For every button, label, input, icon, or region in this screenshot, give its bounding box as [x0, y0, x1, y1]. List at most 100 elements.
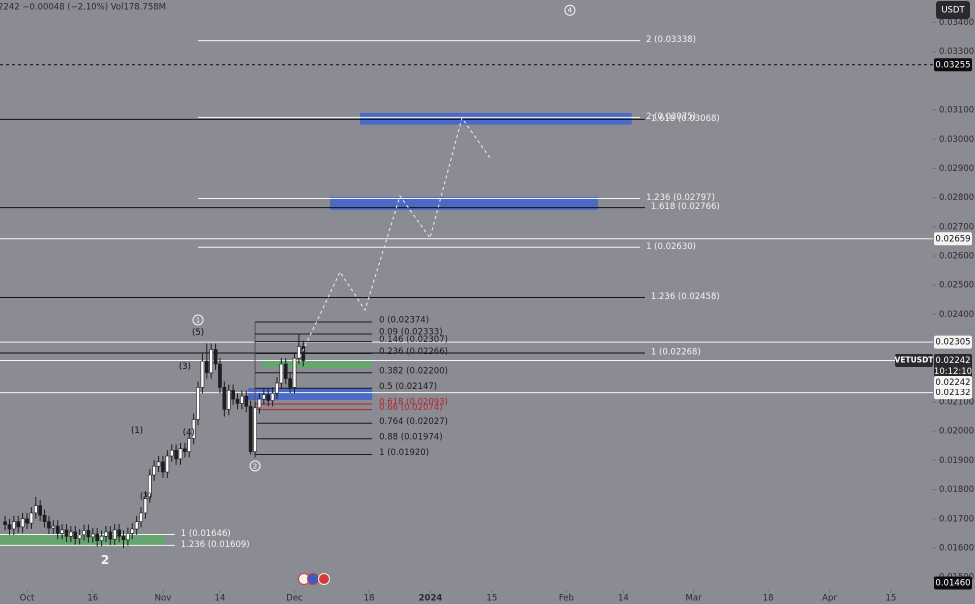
y-tick-label: 0.02700 — [939, 222, 974, 232]
candle-body — [7, 524, 12, 530]
zone — [262, 359, 373, 369]
candle-body — [191, 419, 196, 439]
candle-body — [64, 529, 69, 537]
wave-label: 2 — [253, 462, 257, 470]
last-price-badge-light — [934, 376, 972, 390]
price-badge — [934, 335, 972, 349]
candle-body — [29, 512, 34, 524]
header-legend: 2242 −0.00048 (−2.10%) Vol178.758M — [0, 3, 166, 13]
wave-label: 2 — [101, 553, 109, 567]
event-icon — [307, 573, 319, 585]
currency-label: USDT — [941, 6, 965, 16]
level-label: 1 (0.02630) — [646, 242, 696, 252]
candle-body — [218, 363, 222, 388]
x-tick-label: 2024 — [419, 594, 443, 604]
candle-body — [42, 514, 47, 522]
x-tick-label: Oct — [20, 594, 35, 604]
last-price-label-light: 0.02242 — [935, 378, 970, 388]
candle-body — [196, 387, 200, 420]
candle-body — [275, 382, 279, 394]
candle-body — [126, 533, 130, 541]
symbol-label: VETUSDT — [895, 356, 935, 365]
wave-circle — [249, 460, 261, 472]
x-tick-label: Dec — [286, 594, 303, 604]
level-label: 1 (0.02268) — [651, 347, 701, 357]
level-label: 1.236 (0.02797) — [646, 193, 715, 203]
candle-body — [213, 349, 218, 365]
zone — [359, 112, 632, 125]
candle-body — [16, 521, 21, 528]
candle-body — [69, 531, 73, 537]
x-tick-label: Feb — [559, 594, 574, 604]
level-label: 1.236 (0.01609) — [181, 540, 250, 550]
candle-body — [165, 455, 170, 473]
candle-body — [38, 505, 43, 516]
candle-body — [55, 525, 60, 534]
candle-body — [226, 390, 231, 410]
candle-body — [60, 529, 64, 534]
x-tick-label: 18 — [364, 594, 375, 604]
price-badge-label: 0.02132 — [935, 388, 970, 398]
fib-label: 0.618 (0.02093) — [379, 398, 448, 408]
candle-body — [244, 395, 249, 407]
y-tick-label: 0.03300 — [939, 47, 974, 57]
level-label: 2 (0.03338) — [646, 35, 696, 45]
candle-body — [178, 448, 183, 460]
candle-body — [12, 521, 16, 530]
price-badge-label: 0.01460 — [935, 579, 970, 589]
candle-body — [266, 394, 271, 401]
last-price-badge — [934, 354, 972, 379]
candle-body — [187, 438, 192, 452]
candle-body — [156, 461, 161, 467]
y-tick-label: 0.02900 — [939, 164, 974, 174]
candle-body — [73, 531, 78, 539]
wave-label: 1 — [196, 316, 200, 324]
fib-label: 0.5 (0.02147) — [379, 382, 437, 392]
candle-body — [143, 496, 148, 514]
fib-label: 0.146 (0.02307) — [379, 335, 448, 345]
x-tick-label: Nov — [155, 594, 172, 604]
x-tick-label: 14 — [618, 594, 629, 604]
candle-body — [139, 512, 143, 522]
candle-body — [99, 535, 104, 541]
fib-label: 0.382 (0.02200) — [379, 366, 448, 376]
wave-label: (1) — [131, 426, 143, 436]
candle-body — [235, 398, 240, 404]
zone — [248, 387, 373, 400]
y-tick-label: 0.02500 — [939, 281, 974, 291]
candle-body — [117, 529, 121, 537]
candle-body — [134, 521, 139, 530]
price-badge — [934, 58, 972, 72]
candle-body — [95, 533, 100, 541]
x-tick-label: 14 — [215, 594, 226, 604]
wave-circle — [192, 314, 204, 326]
price-badge-label: 0.03255 — [935, 60, 970, 70]
y-tick-label: 0.02100 — [939, 397, 974, 407]
candle-body — [253, 407, 257, 452]
candle-body — [209, 349, 214, 374]
wave-circle — [564, 4, 576, 16]
candle-body — [47, 521, 51, 529]
candle-body — [231, 390, 235, 400]
fib-label: 0.764 (0.02027) — [379, 417, 448, 427]
wave-label: 4 — [568, 7, 573, 15]
y-tick-label: 0.01600 — [939, 543, 974, 553]
candle-body — [283, 363, 288, 379]
candle-body — [288, 378, 292, 388]
wave-label: (3) — [179, 362, 191, 372]
y-tick-label: 0.03100 — [939, 106, 974, 116]
wave-label: (5) — [192, 328, 204, 338]
level-label: 1.618 (0.02766) — [651, 202, 720, 212]
candle-body — [169, 449, 174, 457]
fib-label: 0.09 (0.02333) — [379, 327, 442, 337]
price-badge — [934, 232, 972, 246]
price-badge-label: 0.02659 — [935, 234, 970, 244]
y-tick-label: 0.01800 — [939, 485, 974, 495]
candle-body — [104, 531, 108, 537]
candle-body — [112, 529, 117, 540]
level-label: 1.236 (0.02458) — [651, 292, 720, 302]
fib-label: 0.236 (0.02266) — [379, 347, 448, 357]
